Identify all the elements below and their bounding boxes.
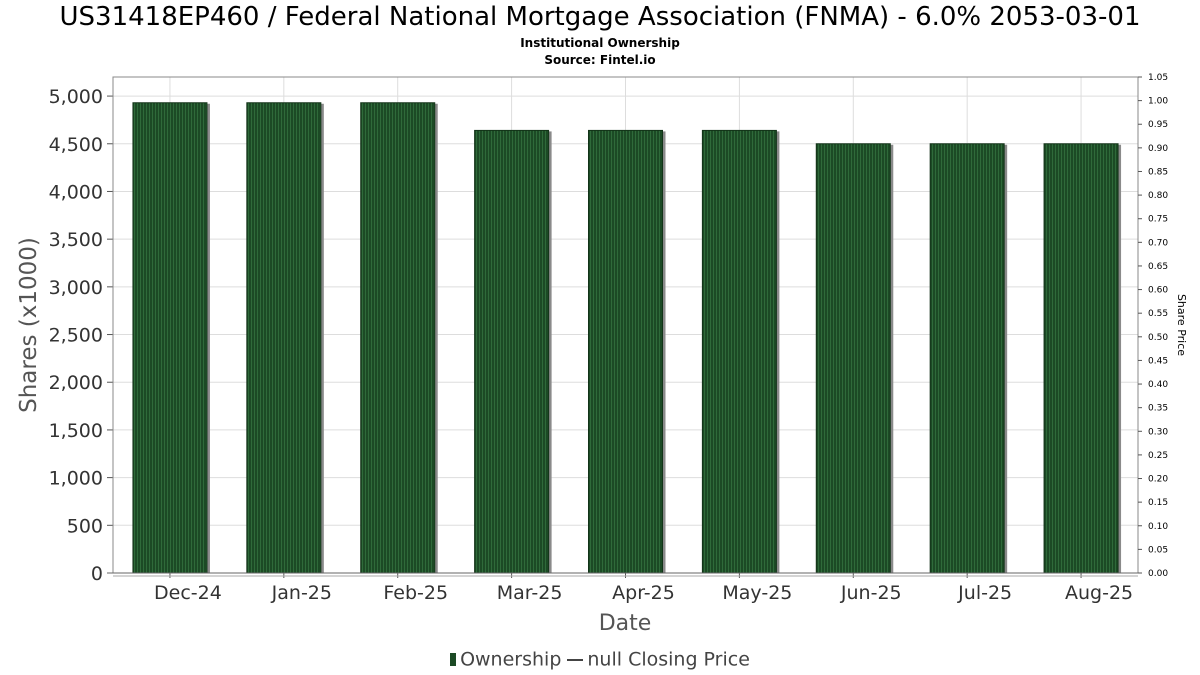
- y-axis-tick-label: 1,000: [49, 468, 103, 490]
- ownership-legend-swatch: [450, 653, 457, 666]
- ownership-bar: [588, 129, 663, 574]
- legend: Ownership null Closing Price: [0, 648, 1200, 671]
- x-axis-tick-label: Dec-24: [154, 582, 222, 604]
- chart-subtitle: Institutional Ownership: [520, 36, 680, 50]
- y2-axis-tick-label: 0.85: [1148, 167, 1168, 177]
- y-axis-tick-label: 500: [67, 515, 103, 537]
- ownership-bar: [929, 143, 1005, 574]
- chart-source: Source: Fintel.io: [544, 53, 656, 67]
- x-axis-tick-label: Mar-25: [497, 582, 563, 604]
- y2-axis-tick-label: 0.80: [1148, 191, 1168, 201]
- y2-axis-tick-label: 0.30: [1148, 427, 1168, 437]
- y2-axis-tick-label: 0.35: [1148, 404, 1168, 414]
- x-axis-tick-label: Feb-25: [383, 582, 448, 604]
- y2-axis-tick-label: 0.15: [1148, 498, 1168, 508]
- y2-axis-tick-label: 0.20: [1148, 475, 1168, 485]
- y2-axis-tick-label: 0.00: [1148, 569, 1168, 579]
- legend-ownership-label: Ownership: [460, 648, 562, 671]
- y2-axis-tick-label: 0.65: [1148, 262, 1168, 272]
- y-axis-tick-label: 3,500: [49, 229, 103, 251]
- x-axis-label: Date: [599, 611, 652, 636]
- y2-axis-tick-label: 1.05: [1148, 73, 1168, 83]
- x-axis-tick-label: Jun-25: [840, 582, 902, 604]
- x-axis-tick-label: May-25: [722, 582, 792, 604]
- y2-axis-tick-label: 0.95: [1148, 120, 1168, 130]
- x-axis-tick-label: Aug-25: [1065, 582, 1133, 604]
- ownership-bar: [132, 102, 208, 574]
- y2-axis-label: Share Price: [1175, 294, 1188, 356]
- y-axis-tick-label: 2,500: [49, 325, 103, 347]
- y2-axis-tick-label: 0.25: [1148, 451, 1168, 461]
- ownership-bar: [360, 102, 436, 574]
- y2-axis-tick-label: 0.75: [1148, 215, 1168, 225]
- legend-closing-price-label: null Closing Price: [587, 648, 750, 671]
- ownership-bar: [474, 129, 550, 574]
- y-axis-tick-label: 3,000: [49, 277, 103, 299]
- y2-axis-tick-label: 0.90: [1148, 144, 1168, 154]
- y-axis-tick-label: 2,000: [49, 372, 103, 394]
- y2-axis-tick-label: 0.40: [1148, 380, 1168, 390]
- ownership-bar: [246, 102, 322, 574]
- ownership-bar: [815, 143, 891, 574]
- x-axis-tick-label: Apr-25: [612, 582, 675, 604]
- y2-axis-tick-label: 0.70: [1148, 238, 1168, 248]
- y-axis-label: Shares (x1000): [16, 237, 42, 413]
- y2-axis-tick-label: 1.00: [1148, 97, 1168, 107]
- y2-axis-tick-label: 0.50: [1148, 333, 1168, 343]
- y2-axis-tick-label: 0.55: [1148, 309, 1168, 319]
- y-axis-tick-label: 4,000: [49, 181, 103, 203]
- y2-axis-tick-label: 0.05: [1148, 545, 1168, 555]
- y-axis-tick-label: 5,000: [49, 86, 103, 108]
- ownership-bar: [1043, 143, 1119, 574]
- y2-axis-tick-label: 0.10: [1148, 522, 1168, 532]
- y-axis-tick-label: 1,500: [49, 420, 103, 442]
- x-axis-tick-label: Jan-25: [271, 582, 332, 604]
- y2-axis-tick-label: 0.60: [1148, 286, 1168, 296]
- y2-axis-tick-label: 0.45: [1148, 356, 1168, 366]
- x-axis-tick-label: Jul-25: [957, 582, 1012, 604]
- chart-title: US31418EP460 / Federal National Mortgage…: [59, 2, 1141, 32]
- ownership-bar: [701, 129, 777, 574]
- y-axis-tick-label: 4,500: [49, 134, 103, 156]
- y-axis-tick-label: 0: [91, 563, 103, 585]
- closing-price-legend-swatch: [567, 658, 584, 661]
